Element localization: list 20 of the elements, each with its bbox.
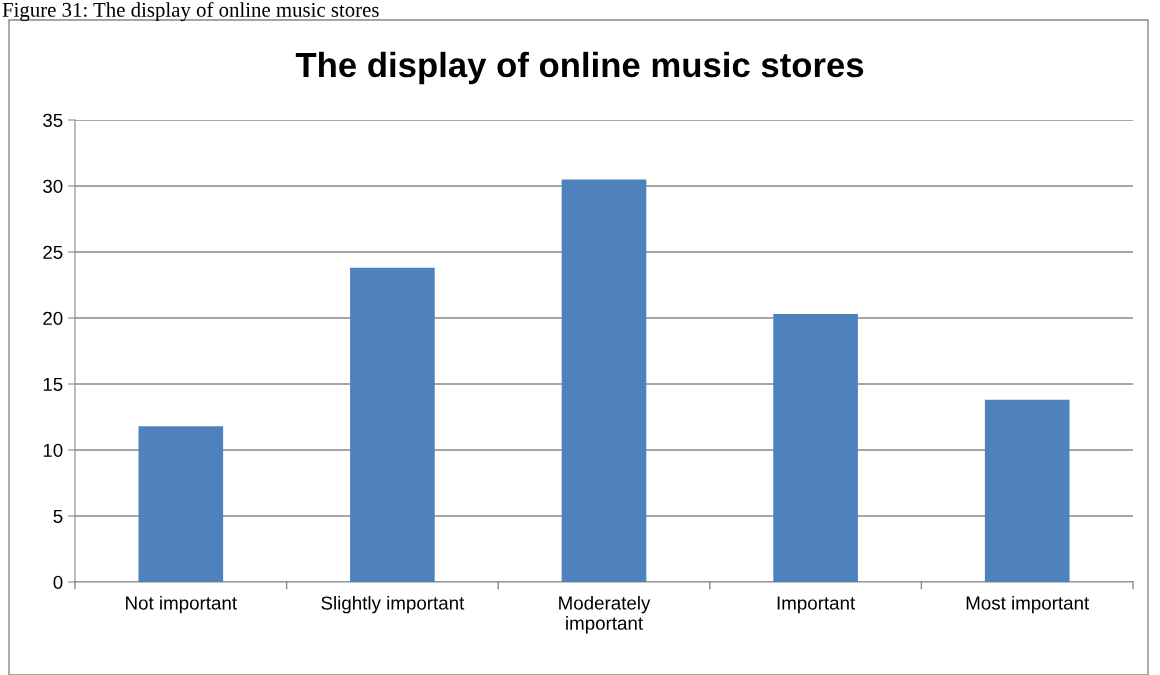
x-tick-label: Not important (126, 595, 237, 614)
y-tick-label: 10 (43, 443, 63, 457)
bar (984, 399, 1070, 582)
bar (773, 314, 858, 582)
y-tick-label: 35 (43, 113, 63, 127)
x-tick-label: Most important (966, 595, 1090, 614)
y-tick-label: 20 (43, 311, 63, 325)
chart-title: The display of online music stores (295, 51, 864, 85)
y-tick-label: 25 (43, 245, 63, 259)
bar (138, 426, 224, 582)
x-tick-label: Important (777, 596, 856, 614)
bar (350, 267, 435, 582)
y-tick-label: 5 (53, 509, 63, 523)
bar (561, 179, 647, 582)
x-tick-label: Slightly important (321, 595, 465, 614)
y-tick-label: 15 (43, 377, 63, 391)
y-tick-label: 0 (53, 575, 63, 589)
y-tick-label: 30 (43, 179, 63, 193)
x-tick-label: Moderately important (559, 595, 651, 634)
caption: Figure 31: The display of online music stores (2, 2, 379, 22)
